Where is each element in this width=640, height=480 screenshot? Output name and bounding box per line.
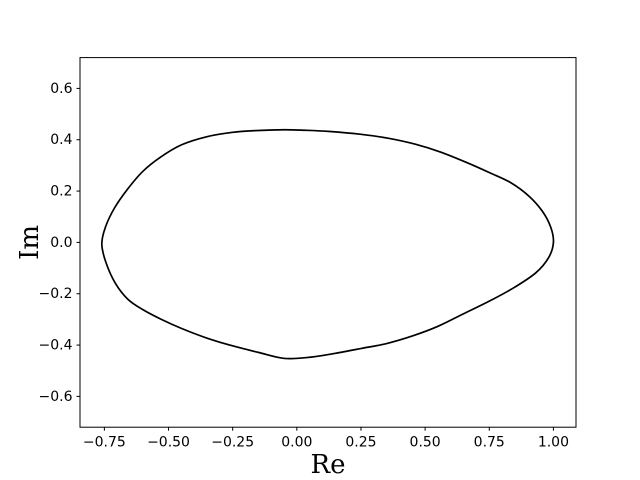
y-tick-label: −0.2 [39,286,73,302]
x-axis-ticks: −0.75 −0.50 −0.25 0.00 0.25 0.50 0.75 1.00 [83,427,569,451]
y-tick-label: −0.6 [39,389,73,405]
curve-group [100,128,555,360]
x-tick-label: 0.00 [281,435,312,451]
y-tick-label: 0.0 [50,235,72,251]
x-tick-label: 0.25 [345,435,376,451]
x-tick-label: 0.75 [474,435,505,451]
y-axis-label: Im [15,225,45,260]
x-tick-label: 1.00 [538,435,569,451]
curve-line [100,128,555,360]
x-axis-label: Re [311,450,346,480]
y-tick-label: −0.4 [39,338,73,354]
axes-frame [79,57,577,428]
y-tick-label: 0.6 [50,81,72,97]
x-tick-label: −0.75 [83,435,126,451]
y-tick-label: 0.4 [50,132,72,148]
y-tick-label: 0.2 [50,184,72,200]
y-axis-ticks: −0.6 −0.4 −0.2 0.0 0.2 0.4 0.6 [39,81,80,405]
x-tick-label: −0.25 [211,435,254,451]
x-tick-label: −0.50 [147,435,190,451]
x-tick-label: 0.50 [410,435,441,451]
